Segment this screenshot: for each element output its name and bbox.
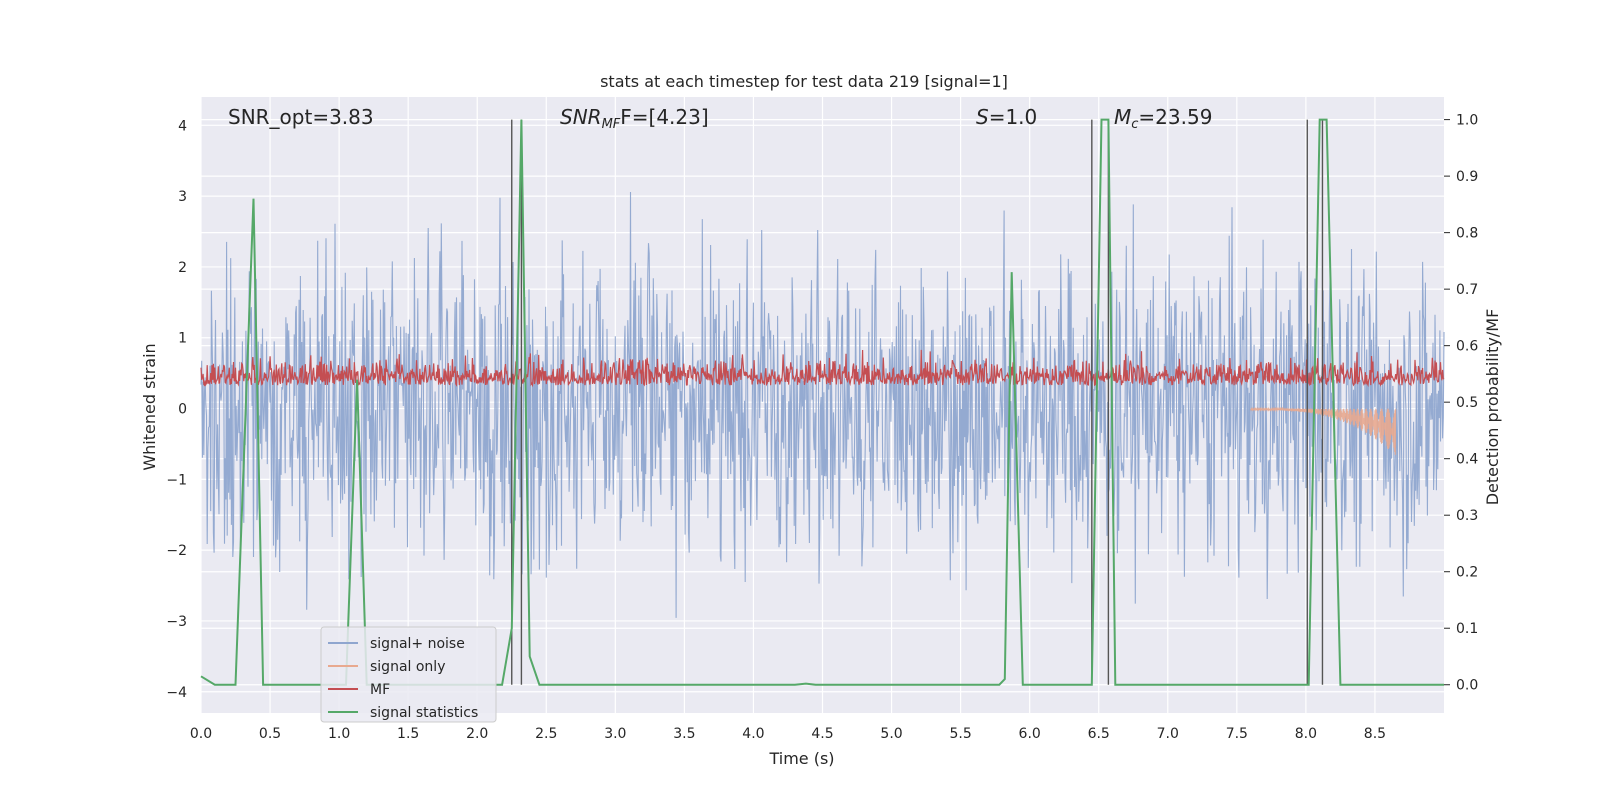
x-tick-label: 7.0 <box>1157 726 1179 742</box>
x-tick-label: 6.5 <box>1088 726 1110 742</box>
x-tick-label: 3.0 <box>604 726 626 742</box>
x-tick-label: 4.5 <box>811 726 833 742</box>
x-tick-label: 1.0 <box>328 726 350 742</box>
x-tick-label: 2.0 <box>466 726 488 742</box>
series-signal-noise <box>200 191 1445 618</box>
y-tick-label: −1 <box>166 472 187 488</box>
y-right-tick-label: 0.7 <box>1456 282 1478 298</box>
legend-box <box>320 626 497 723</box>
y-tick-label: 3 <box>178 189 187 205</box>
y-right-tick-label: 0.8 <box>1456 226 1478 242</box>
legend: signal+ noise signal only MF signal statist… <box>320 626 497 723</box>
y-right-tick-label: 0.5 <box>1456 395 1478 411</box>
y-tick-label: 1 <box>178 331 187 347</box>
y-axis-right-label: Detection probability/MF <box>1483 309 1502 506</box>
annotation-snr-mf: SNRMFF=[4.23] <box>560 105 709 132</box>
annotation-mc: Mc=23.59 <box>1114 105 1212 132</box>
y-right-tick-label: 0.9 <box>1456 169 1478 185</box>
x-tick-label: 0.0 <box>190 726 212 742</box>
y-tick-label: −4 <box>166 685 187 701</box>
x-tick-label: 0.5 <box>259 726 281 742</box>
y-tick-label: 4 <box>178 118 187 134</box>
x-tick-label: 6.0 <box>1019 726 1041 742</box>
legend-label: MF <box>370 682 390 698</box>
series-mf <box>200 349 1445 388</box>
x-tick-label: 7.5 <box>1226 726 1248 742</box>
tick-labels: 0.0 0.5 1.0 1.5 2.0 2.5 3.0 3.5 4.0 4.5 5.0 5.5 6.0 6… <box>166 113 1478 742</box>
x-tick-label: 3.5 <box>673 726 695 742</box>
annotation-snr-opt: SNR_opt=3.83 <box>228 105 374 129</box>
annotation-s: S=1.0 <box>976 105 1037 129</box>
chart-title: stats at each timestep for test data 219… <box>600 72 1008 91</box>
legend-label: signal only <box>370 659 445 675</box>
legend-label: signal statistics <box>370 705 478 721</box>
series-signal-statistics <box>200 118 1444 686</box>
y-right-tick-label: 0.6 <box>1456 339 1478 355</box>
legend-label: signal+ noise <box>370 636 465 652</box>
y-tick-label: −2 <box>166 543 187 559</box>
y-right-tick-label: 0.4 <box>1456 452 1478 468</box>
x-tick-label: 5.0 <box>880 726 902 742</box>
x-tick-label: 8.0 <box>1295 726 1317 742</box>
x-tick-label: 2.5 <box>535 726 557 742</box>
y-tick-label: −3 <box>166 614 187 630</box>
y-right-tick-label: 0.3 <box>1456 508 1478 524</box>
y-tick-label: 2 <box>178 260 187 276</box>
y-right-tick-label: 0.1 <box>1456 621 1478 637</box>
x-tick-label: 8.5 <box>1364 726 1386 742</box>
x-tick-label: 4.0 <box>742 726 764 742</box>
x-tick-label: 5.5 <box>949 726 971 742</box>
series-layer <box>200 118 1445 686</box>
x-tick-label: 1.5 <box>397 726 419 742</box>
y-right-tick-label: 0.0 <box>1456 678 1478 694</box>
x-axis-label: Time (s) <box>768 749 834 768</box>
series-signal-only <box>1250 406 1397 455</box>
y-right-tick-label: 0.2 <box>1456 565 1478 581</box>
y-right-tick-label: 1.0 <box>1456 113 1478 129</box>
y-axis-label: Whitened strain <box>140 343 159 470</box>
y-tick-label: 0 <box>178 402 187 418</box>
